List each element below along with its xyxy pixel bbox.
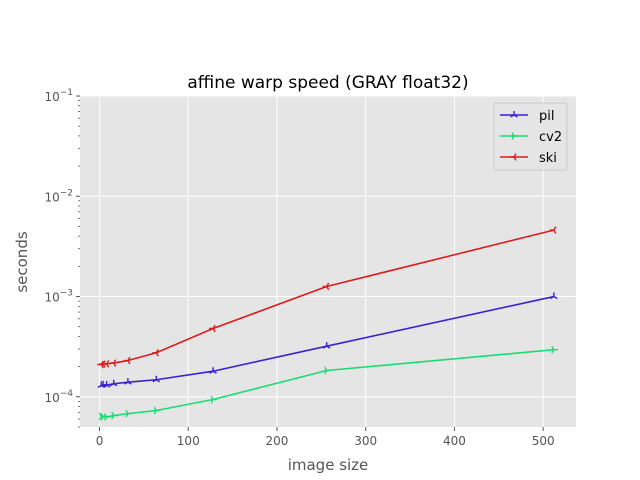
y-tick-label: 10−2 — [44, 188, 73, 204]
y-axis-label: seconds — [13, 231, 31, 292]
data-point-ski — [123, 356, 131, 365]
data-point-cv2 — [153, 406, 161, 415]
data-point-cv2 — [324, 366, 331, 375]
data-point-ski — [102, 360, 110, 368]
legend-label-ski: ski — [539, 151, 557, 166]
data-point-pil — [124, 378, 132, 385]
y-tick-label-base: 10 — [44, 291, 59, 305]
data-point-pil — [109, 379, 118, 387]
y-tick-label: 10−3 — [44, 289, 73, 305]
y-tick-label-base: 10 — [44, 391, 59, 405]
y-tick-label-base: 10 — [44, 90, 59, 104]
data-point-cv2 — [104, 413, 111, 421]
data-point-pil — [322, 342, 331, 349]
y-tick-label-exponent: −1 — [60, 88, 73, 98]
x-tick-label: 300 — [354, 434, 377, 448]
legend: pil cv2 ski — [493, 102, 568, 171]
data-point-ski — [322, 282, 330, 291]
y-tick-label-exponent: −4 — [60, 389, 74, 399]
data-point-ski — [549, 226, 557, 234]
chart-title: affine warp speed (GRAY float32) — [187, 73, 468, 93]
data-point-pil — [152, 375, 161, 383]
x-axis-label: image size — [288, 456, 369, 474]
data-point-ski — [152, 348, 159, 357]
data-point-pil — [102, 381, 111, 388]
legend-marker-cv2 — [511, 132, 518, 140]
legend-label-pil: pil — [539, 109, 554, 124]
x-tick-label: 100 — [177, 434, 200, 448]
y-tick-label-base: 10 — [44, 190, 59, 204]
data-point-cv2 — [551, 345, 558, 354]
x-tick-label: 400 — [443, 434, 466, 448]
x-tick-label: 200 — [266, 434, 289, 448]
y-tick-label-exponent: −2 — [60, 188, 73, 198]
x-tick-label: 0 — [96, 434, 104, 448]
data-point-pil — [209, 367, 217, 374]
data-point-ski — [109, 359, 117, 367]
y-tick-label-exponent: −3 — [60, 289, 73, 299]
y-tick-label: 10−1 — [44, 88, 73, 104]
data-point-cv2 — [125, 409, 132, 418]
x-tick-label: 500 — [532, 434, 555, 448]
legend-box — [493, 102, 568, 171]
plot-area — [80, 96, 576, 427]
legend-marker-ski — [510, 153, 517, 161]
legend-label-cv2: cv2 — [539, 130, 562, 145]
data-point-pil — [550, 292, 558, 300]
y-tick-label: 10−4 — [44, 389, 73, 405]
legend-marker-pil — [510, 111, 518, 118]
series-layer — [97, 226, 558, 421]
data-point-cv2 — [210, 395, 218, 404]
data-point-cv2 — [111, 411, 118, 420]
data-point-ski — [209, 324, 216, 333]
